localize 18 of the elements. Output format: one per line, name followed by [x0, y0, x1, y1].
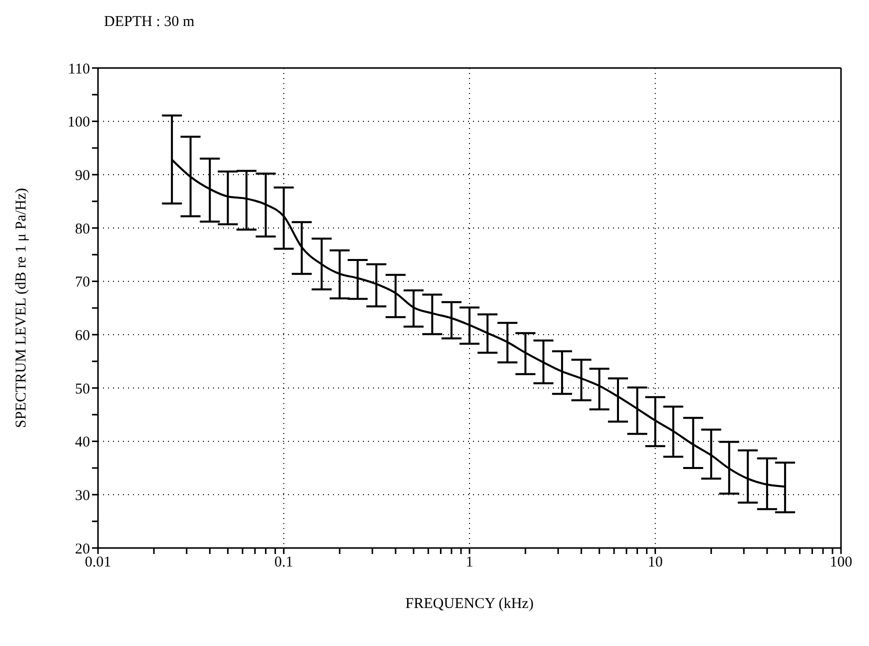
y-tick-label: 80 [75, 221, 90, 238]
y-tick-label: 90 [75, 168, 90, 184]
y-tick-label: 70 [75, 274, 90, 291]
y-tick-label: 100 [68, 114, 90, 131]
x-tick-label: 0.01 [84, 554, 112, 571]
y-tick-label: 110 [68, 61, 90, 78]
y-tick-label: 30 [75, 488, 90, 504]
x-tick-label: 10 [648, 554, 663, 571]
x-tick-label: 1 [466, 554, 474, 571]
y-tick-label: 20 [75, 541, 90, 558]
x-tick-label: 100 [830, 554, 852, 571]
x-axis-title: FREQUENCY (kHz) [405, 596, 534, 612]
y-tick-label: 60 [75, 328, 90, 344]
y-tick-label: 50 [75, 381, 90, 398]
x-tick-label: 0.1 [274, 554, 294, 571]
chart-title: DEPTH : 30 m [104, 14, 194, 31]
y-axis-title: SPECTRUM LEVEL (dB re 1 μ Pa/Hz) [13, 188, 30, 428]
y-tick-label: 40 [75, 434, 90, 451]
